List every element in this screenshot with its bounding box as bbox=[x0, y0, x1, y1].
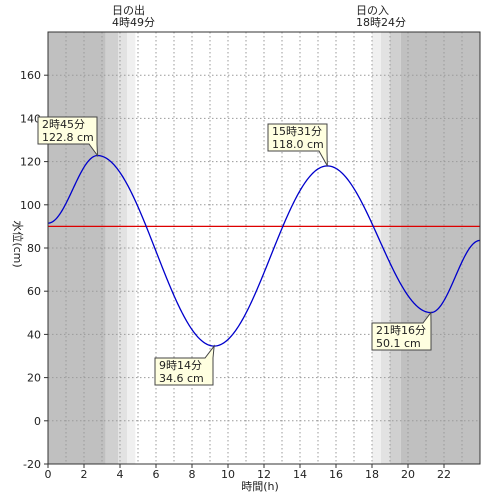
y-tick-label: -20 bbox=[23, 458, 41, 471]
sunset-label: 日の入 bbox=[356, 4, 389, 17]
extreme-callout-box bbox=[154, 344, 215, 386]
sunrise-time: 4時49分 bbox=[112, 16, 155, 29]
y-tick-label: 40 bbox=[27, 328, 41, 341]
shade-band bbox=[390, 32, 401, 464]
extreme-time-label: 2時45分 bbox=[42, 118, 85, 131]
shade-band bbox=[105, 32, 119, 464]
x-tick-label: 22 bbox=[437, 468, 451, 481]
extreme-level-label: 118.0 cm bbox=[272, 138, 324, 151]
y-tick-label: 140 bbox=[20, 112, 41, 125]
shade-band bbox=[127, 32, 136, 464]
y-tick-label: 20 bbox=[27, 372, 41, 385]
y-axis-label: 水位(cm) bbox=[11, 220, 25, 267]
x-axis-label: 時間(h) bbox=[241, 480, 279, 493]
x-axis-ticks: 0 2 4 6 8 10 12 14 16 18 20 22 bbox=[45, 464, 451, 481]
grid-lines bbox=[48, 32, 480, 464]
x-tick-label: 4 bbox=[117, 468, 124, 481]
x-tick-label: 18 bbox=[365, 468, 379, 481]
x-tick-label: 20 bbox=[401, 468, 415, 481]
x-tick-label: 14 bbox=[293, 468, 307, 481]
y-axis-ticks: -20 0 20 40 60 80 100 120 140 160 bbox=[20, 69, 48, 471]
x-tick-label: 16 bbox=[329, 468, 343, 481]
extreme-callout-box bbox=[371, 311, 432, 351]
y-tick-label: 80 bbox=[27, 242, 41, 255]
x-tick-label: 8 bbox=[189, 468, 196, 481]
y-tick-label: 100 bbox=[20, 199, 41, 212]
x-tick-label: 0 bbox=[45, 468, 52, 481]
y-tick-label: 0 bbox=[34, 415, 41, 428]
extreme-time-label: 15時31分 bbox=[272, 125, 322, 138]
y-tick-label: 160 bbox=[20, 69, 41, 82]
x-tick-label: 2 bbox=[81, 468, 88, 481]
tide-curve bbox=[47, 154, 481, 347]
extreme-time-label: 9時14分 bbox=[159, 359, 202, 372]
x-tick-label: 6 bbox=[153, 468, 160, 481]
y-tick-label: 120 bbox=[20, 156, 41, 169]
x-tick-label: 12 bbox=[257, 468, 271, 481]
sunrise-label: 日の出 bbox=[112, 3, 145, 17]
sunset-time: 18時24分 bbox=[356, 16, 406, 29]
x-tick-label: 10 bbox=[221, 468, 235, 481]
tide-curve-layer bbox=[47, 154, 481, 347]
shade-band bbox=[118, 32, 128, 464]
extreme-level-label: 122.8 cm bbox=[42, 131, 94, 144]
extreme-callout-box bbox=[267, 123, 328, 167]
extreme-level-label: 34.6 cm bbox=[159, 372, 204, 385]
extreme-callout-box bbox=[37, 116, 99, 158]
extreme-level-label: 50.1 cm bbox=[376, 337, 421, 350]
extreme-time-label: 21時16分 bbox=[376, 324, 426, 337]
y-tick-label: 60 bbox=[27, 285, 41, 298]
